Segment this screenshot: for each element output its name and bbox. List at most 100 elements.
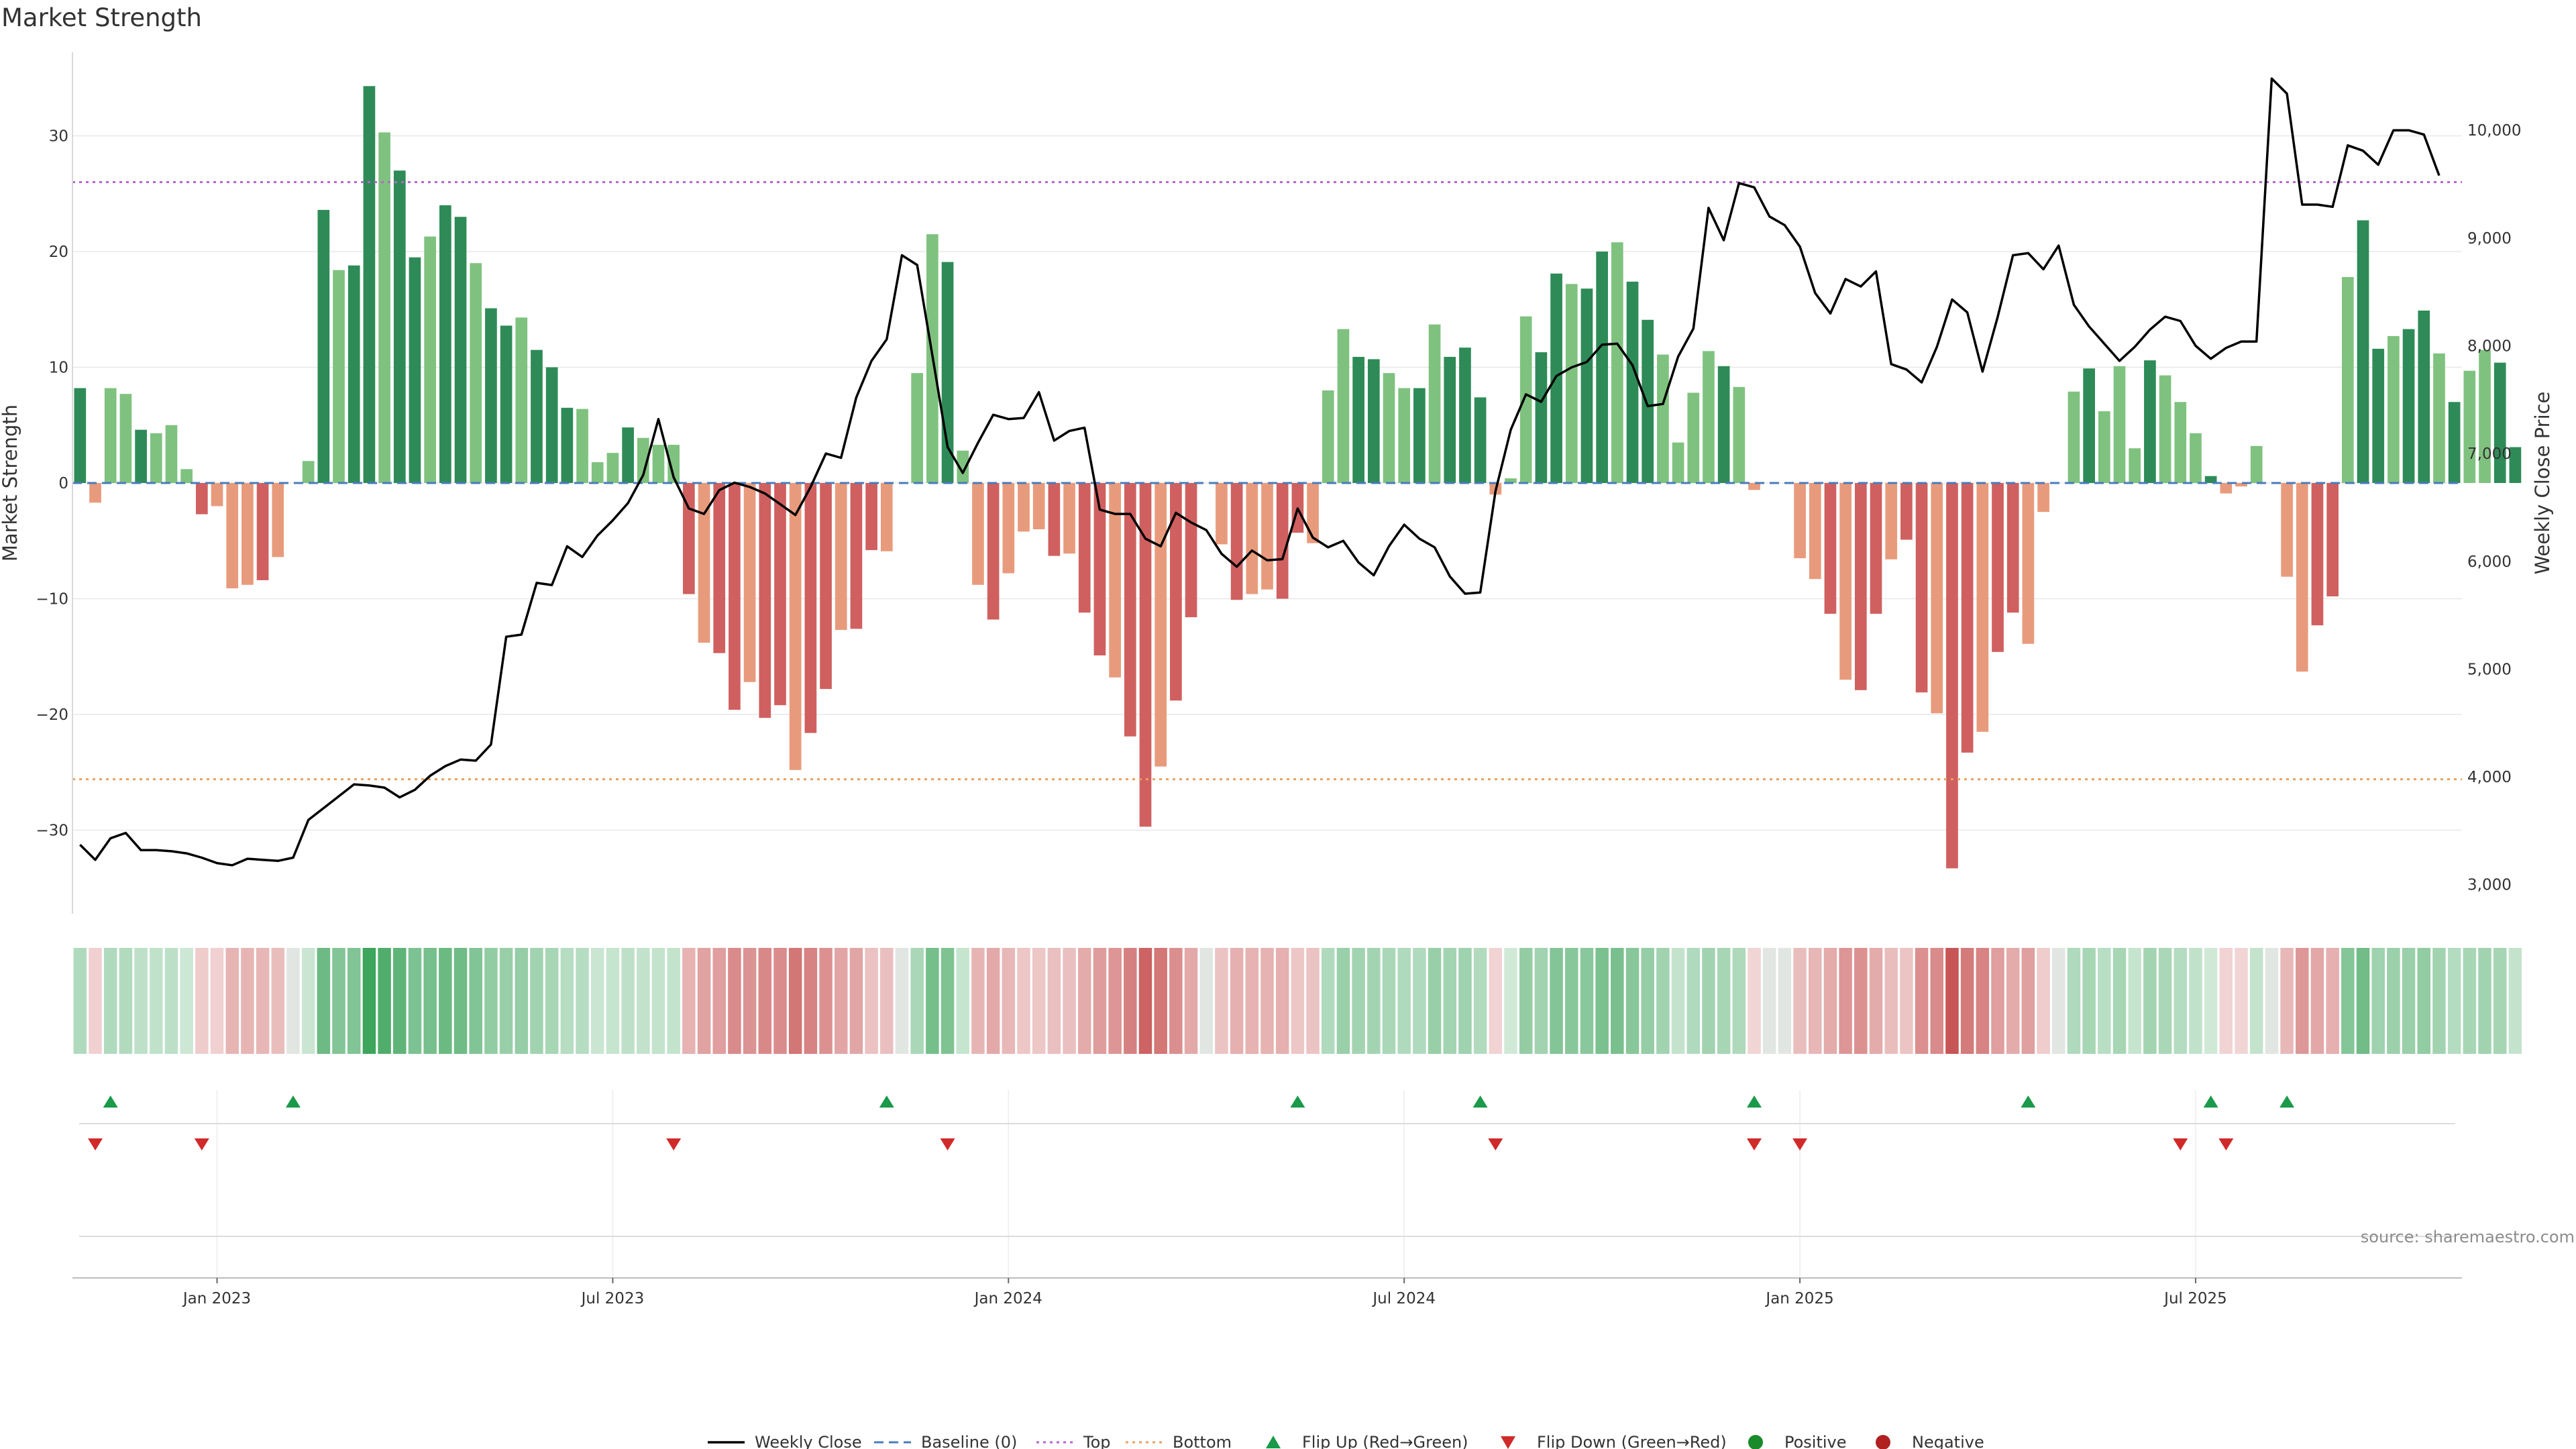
- strength-bar: [1185, 483, 1197, 618]
- heat-cell: [362, 948, 376, 1054]
- strength-bar: [911, 373, 924, 483]
- strength-bar: [2235, 483, 2247, 487]
- strength-bar: [1109, 483, 1121, 678]
- heat-cell: [1519, 948, 1533, 1054]
- flip-up-marker: [2279, 1095, 2295, 1108]
- heat-cell: [1047, 948, 1061, 1054]
- heat-cell: [1473, 948, 1487, 1054]
- heat-cell: [1260, 948, 1274, 1054]
- strength-bar: [1535, 352, 1548, 483]
- heat-cell: [2493, 948, 2507, 1054]
- y2-tick-label: 6,000: [2467, 553, 2512, 571]
- heat-cell: [1154, 948, 1167, 1054]
- heat-cell: [2158, 948, 2172, 1054]
- strength-bar: [1261, 483, 1273, 590]
- heat-cell: [2341, 948, 2355, 1054]
- heat-cell: [195, 948, 209, 1054]
- reference-lines: [72, 181, 2462, 781]
- heat-cell: [2371, 948, 2385, 1054]
- heat-cell: [2143, 948, 2157, 1054]
- flip-down-marker: [1488, 1138, 1503, 1150]
- strength-bar: [2037, 483, 2049, 513]
- heat-cell: [2447, 948, 2461, 1054]
- strength-bar: [1657, 354, 1669, 483]
- heat-cell: [1124, 948, 1137, 1054]
- strength-bar: [1580, 288, 1593, 483]
- heat-cell: [1306, 948, 1320, 1054]
- heat-cell: [317, 948, 331, 1054]
- strength-bar: [1687, 392, 1700, 483]
- heat-cell: [1641, 948, 1654, 1054]
- strength-bar: [1961, 483, 1974, 753]
- heat-cell: [1748, 948, 1761, 1054]
- strength-bar: [409, 257, 421, 483]
- strength-bar: [1854, 483, 1867, 690]
- heat-cell: [590, 948, 604, 1054]
- strength-bar: [302, 461, 315, 483]
- heat-cell: [423, 948, 437, 1054]
- strength-bar: [2006, 483, 2019, 613]
- strength-bar: [454, 217, 467, 483]
- y-tick-label: 20: [49, 244, 68, 261]
- strength-bar: [652, 445, 665, 483]
- strength-bar: [272, 483, 284, 557]
- strength-bar: [2098, 411, 2110, 483]
- x-tick-label: Jul 2024: [1371, 1290, 1436, 1307]
- y-tick-label: 10: [49, 360, 68, 377]
- heat-cell: [819, 948, 833, 1054]
- heat-cell: [971, 948, 985, 1054]
- heat-cell: [408, 948, 422, 1054]
- strength-bar: [972, 483, 984, 585]
- strength-bar: [2402, 329, 2415, 483]
- axes: −30 −20 −10 0 10 20 30 3,000 4,000 5,000 6,000 7,00…: [36, 52, 2521, 1307]
- heat-cell: [2052, 948, 2065, 1054]
- strength-bar: [1794, 483, 1806, 559]
- heat-cell: [2402, 948, 2416, 1054]
- heat-cell: [2098, 948, 2111, 1054]
- strength-bar: [2083, 368, 2095, 483]
- strength-bar: [439, 205, 451, 483]
- heat-cell: [499, 948, 513, 1054]
- heat-cell: [1352, 948, 1365, 1054]
- heat-cell: [2204, 948, 2218, 1054]
- heat-cell: [1443, 948, 1457, 1054]
- heat-cell: [1991, 948, 2004, 1054]
- strength-bar: [606, 453, 619, 483]
- heat-cell: [286, 948, 300, 1054]
- heat-cell: [2387, 948, 2400, 1054]
- flip-up-marker: [2021, 1095, 2036, 1108]
- strength-bar: [119, 394, 132, 483]
- heat-cell: [2189, 948, 2202, 1054]
- heat-cell: [1686, 948, 1701, 1054]
- strength-bar: [2250, 445, 2263, 483]
- heat-cell: [651, 948, 665, 1054]
- heat-cell: [1077, 948, 1091, 1054]
- heat-cell: [1915, 948, 1929, 1054]
- strength-bar: [1048, 483, 1061, 556]
- heat-cell: [804, 948, 818, 1054]
- strength-bar: [2372, 348, 2385, 483]
- strength-bar: [1078, 483, 1091, 613]
- heat-cell: [1717, 948, 1731, 1054]
- heat-cell: [621, 948, 635, 1054]
- heat-cell: [2326, 948, 2339, 1054]
- strength-bar: [2387, 335, 2400, 483]
- strength-bar: [622, 427, 634, 483]
- strength-bar: [1246, 483, 1258, 594]
- strength-bar: [1155, 483, 1167, 767]
- legend-label: Baseline (0): [921, 1433, 1017, 1449]
- heat-cell: [849, 948, 863, 1054]
- flip-down-marker: [194, 1138, 209, 1150]
- heat-cell: [1595, 948, 1609, 1054]
- strength-bar: [180, 469, 193, 483]
- x-tick-label: Jul 2023: [580, 1290, 645, 1307]
- heat-cell: [1823, 948, 1837, 1054]
- strength-bar: [1018, 483, 1030, 532]
- heat-cell: [2037, 948, 2050, 1054]
- heat-cell: [1793, 948, 1807, 1054]
- flip-down-marker: [2218, 1138, 2234, 1150]
- strength-bar: [1717, 366, 1730, 483]
- flip-up-marker: [1472, 1095, 1488, 1108]
- heat-cell: [1702, 948, 1715, 1054]
- heatmap-strip: [73, 948, 2522, 1054]
